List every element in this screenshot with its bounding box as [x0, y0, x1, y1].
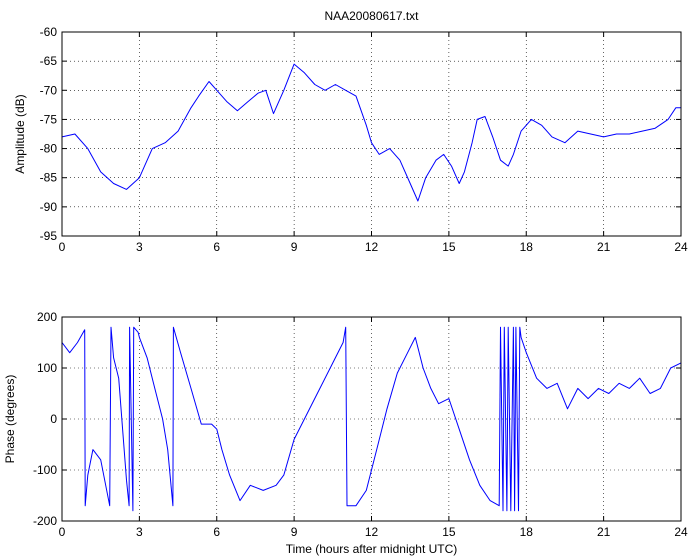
amplitude-xtick-label: 21 [597, 240, 611, 254]
phase-xtick-label: 21 [597, 525, 611, 539]
phase-xtick-label: 6 [213, 525, 220, 539]
amplitude-ytick-label: -70 [40, 83, 58, 97]
amplitude-xtick-label: 6 [213, 240, 220, 254]
phase-xtick-label: 9 [291, 525, 298, 539]
phase-ytick-label: -100 [33, 463, 57, 477]
amplitude-ytick-label: -75 [40, 112, 58, 126]
phase-xtick-label: 15 [442, 525, 456, 539]
amplitude-ytick-label: -80 [40, 142, 58, 156]
phase-panel: 0 3 6 9 12 15 18 21 24 -200 -100 0 100 200 Phase (deg… [3, 310, 688, 556]
amplitude-ytick-label: -95 [40, 229, 58, 243]
phase-xlabel: Time (hours after midnight UTC) [286, 542, 458, 556]
phase-plot-area [62, 317, 681, 521]
amplitude-xtick-label: 18 [520, 240, 534, 254]
amplitude-title: NAA20080617.txt [324, 9, 419, 23]
amplitude-xtick-label: 15 [442, 240, 456, 254]
phase-xtick-label: 12 [365, 525, 379, 539]
amplitude-xtick-label: 24 [674, 240, 688, 254]
amplitude-ticks: 0 3 6 9 12 15 18 21 24 -95 -90 -85 -80 -75 -70 -65 -60 [40, 25, 688, 254]
phase-series-line [61, 326, 682, 512]
phase-xtick-label: 3 [136, 525, 143, 539]
amplitude-series-group [61, 63, 681, 202]
phase-ticks: 0 3 6 9 12 15 18 21 24 -200 -100 0 100 200 [33, 310, 688, 539]
amplitude-panel: 0 3 6 9 12 15 18 21 24 -95 -90 -85 -80 -75 -70 -65 -60 N… [13, 9, 688, 254]
phase-xtick-label: 18 [520, 525, 534, 539]
phase-ytick-label: 100 [37, 361, 57, 375]
amplitude-ytick-label: -60 [40, 25, 58, 39]
amplitude-ytick-label: -85 [40, 171, 58, 185]
phase-ytick-label: -200 [33, 514, 57, 528]
amplitude-ylabel: Amplitude (dB) [13, 94, 27, 173]
amplitude-plot-area [62, 32, 681, 236]
amplitude-xtick-label: 3 [136, 240, 143, 254]
amplitude-xtick-label: 0 [59, 240, 66, 254]
amplitude-xtick-label: 12 [365, 240, 379, 254]
phase-ylabel: Phase (degrees) [3, 375, 17, 464]
amplitude-xtick-label: 9 [291, 240, 298, 254]
phase-series-group [61, 326, 682, 512]
phase-ytick-label: 200 [37, 310, 57, 324]
phase-xtick-label: 24 [674, 525, 688, 539]
amplitude-series-line [61, 63, 681, 202]
phase-xtick-label: 0 [59, 525, 66, 539]
amplitude-ytick-label: -65 [40, 54, 58, 68]
phase-ytick-label: 0 [50, 412, 57, 426]
amplitude-ytick-label: -90 [40, 200, 58, 214]
